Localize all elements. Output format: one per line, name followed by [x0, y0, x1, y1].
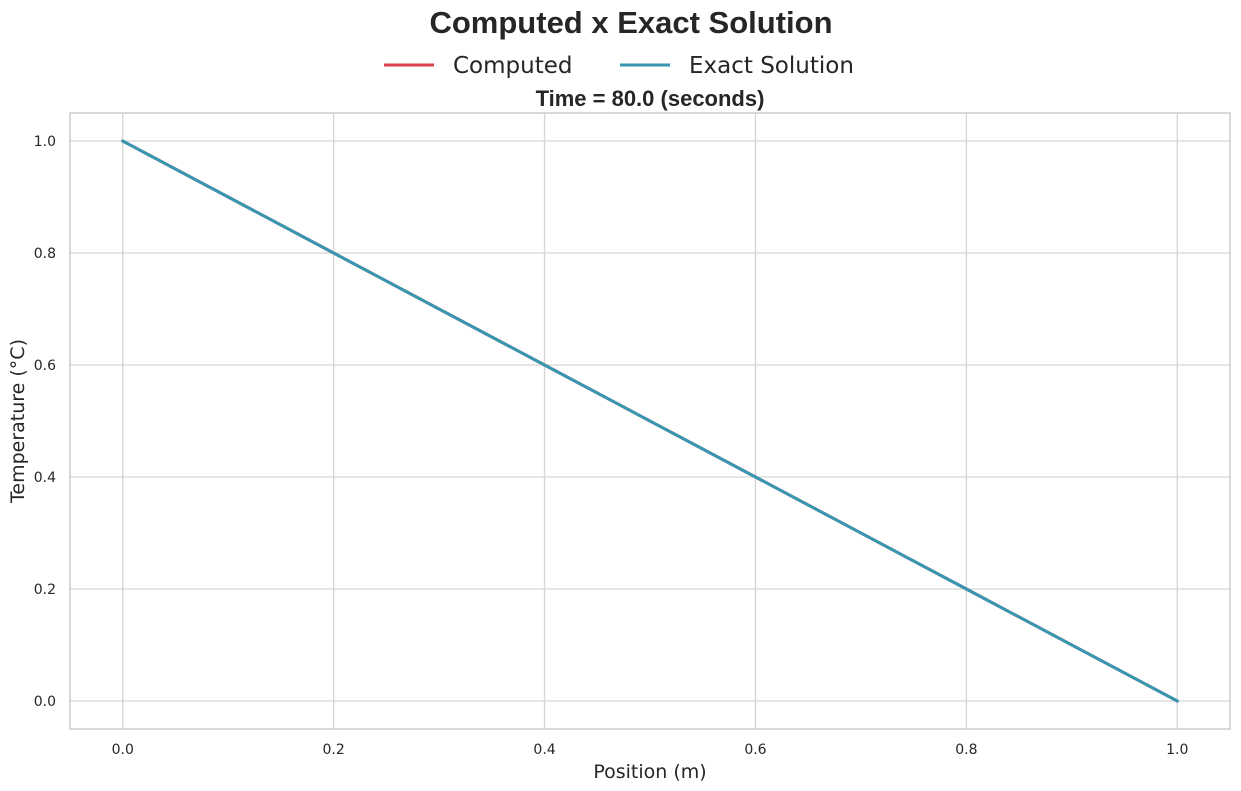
y-tick-label: 0.8	[34, 246, 56, 262]
x-tick-label: 0.0	[112, 742, 134, 758]
plot-frame	[69, 112, 1231, 730]
chart-title: Computed x Exact Solution	[429, 5, 832, 40]
x-tick-label: 0.6	[744, 742, 766, 758]
grid	[70, 113, 1230, 729]
legend-label-1: Computed	[453, 53, 572, 79]
series-layer	[121, 139, 1179, 703]
x-axis-ticks: 0.0 0.2 0.4 0.6 0.8 1.0	[112, 742, 1189, 758]
y-tick-label: 1.0	[34, 134, 56, 150]
y-tick-label: 0.6	[34, 358, 56, 374]
y-tick-label: 0.2	[34, 582, 56, 598]
series-line-2	[121, 139, 1179, 703]
legend: Computed Exact Solution	[384, 53, 854, 79]
chart-subtitle: Time = 80.0 (seconds)	[536, 86, 765, 111]
y-tick-label: 0.0	[34, 694, 56, 710]
x-axis-label: Position (m)	[593, 761, 706, 783]
x-tick-label: 0.2	[323, 742, 345, 758]
legend-label-2: Exact Solution	[689, 53, 854, 79]
y-axis-ticks: 0.0 0.2 0.4 0.6 0.8 1.0	[34, 134, 56, 710]
y-tick-label: 0.4	[34, 470, 56, 486]
x-tick-label: 0.8	[955, 742, 977, 758]
x-tick-label: 1.0	[1166, 742, 1188, 758]
y-axis-label: Temperature (°C)	[7, 339, 29, 504]
x-tick-label: 0.4	[533, 742, 555, 758]
